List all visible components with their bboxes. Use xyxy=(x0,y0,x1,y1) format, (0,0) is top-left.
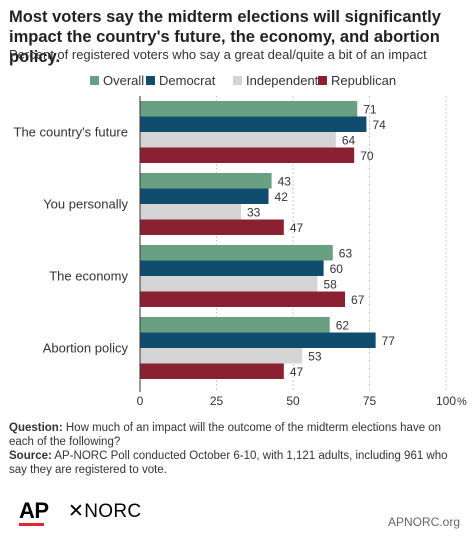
bar-independents xyxy=(140,276,318,292)
legend-swatch xyxy=(90,76,99,85)
data-label: 71 xyxy=(363,102,377,116)
bar-overall xyxy=(140,245,333,261)
data-label: 63 xyxy=(339,246,353,260)
legend-swatch xyxy=(233,76,242,85)
bar-overall xyxy=(140,317,330,333)
bar-democrat xyxy=(140,260,324,276)
legend-swatch xyxy=(146,76,155,85)
data-label: 42 xyxy=(275,190,289,204)
data-label: 64 xyxy=(342,133,356,147)
question-text: How much of an impact will the outcome o… xyxy=(9,422,442,448)
question-note: Question: How much of an impact will the… xyxy=(9,421,465,449)
category-label: You personally xyxy=(43,197,128,212)
category-label: The country's future xyxy=(14,125,128,140)
chart-subtitle: Percent of registered voters who say a g… xyxy=(9,47,427,62)
data-label: 74 xyxy=(372,118,386,132)
bar-republican xyxy=(140,363,284,379)
legend-item-independents: Independents xyxy=(233,73,325,89)
data-label: 47 xyxy=(290,365,304,379)
data-label: 53 xyxy=(308,349,322,363)
x-tick-label: 25 xyxy=(210,394,224,408)
bar-overall xyxy=(140,173,272,189)
bar-overall xyxy=(140,101,358,117)
legend: Overall Democrat Independents Republican xyxy=(0,73,474,89)
data-label: 62 xyxy=(336,318,350,332)
norc-logo: ✕NORC xyxy=(68,501,142,522)
ap-logo: AP xyxy=(19,498,49,523)
data-label: 58 xyxy=(323,277,337,291)
legend-label: Independents xyxy=(246,73,325,88)
x-tick-unit: % xyxy=(457,396,467,408)
legend-label: Democrat xyxy=(159,73,216,88)
legend-item-overall: Overall xyxy=(90,73,144,89)
category-label: The economy xyxy=(49,269,128,284)
bar-independents xyxy=(140,204,241,220)
source-label: Source: xyxy=(9,450,52,462)
bar-republican xyxy=(140,147,355,163)
x-tick-label: 50 xyxy=(286,394,300,408)
legend-swatch xyxy=(318,76,327,85)
question-label: Question: xyxy=(9,422,63,434)
data-label: 47 xyxy=(290,221,304,235)
data-label: 33 xyxy=(247,205,261,219)
source-note: Source: AP-NORC Poll conducted October 6… xyxy=(9,449,465,477)
x-tick-label: 100 xyxy=(436,394,456,408)
bar-independents xyxy=(140,348,303,364)
data-label: 67 xyxy=(351,293,365,307)
source-text: AP-NORC Poll conducted October 6-10, wit… xyxy=(9,450,448,476)
x-tick-label: 0 xyxy=(137,394,144,408)
bar-republican xyxy=(140,291,346,307)
bar-republican xyxy=(140,219,284,235)
bar-independents xyxy=(140,132,336,148)
ap-logo-underline xyxy=(19,523,44,526)
bar-democrat xyxy=(140,188,269,204)
data-label: 60 xyxy=(330,262,344,276)
site-url: APNORC.org xyxy=(387,515,460,529)
x-tick-label: 75 xyxy=(363,394,377,408)
data-label: 43 xyxy=(278,174,292,188)
bar-chart: 71 74 64 70 The country's future 43 42 33 47 You … xyxy=(14,96,467,408)
footer-notes: Question: How much of an impact will the… xyxy=(9,421,465,477)
data-label: 70 xyxy=(360,149,374,163)
category-label: Abortion policy xyxy=(43,341,129,356)
bar-democrat xyxy=(140,332,376,348)
legend-label: Republican xyxy=(331,73,397,88)
data-label: 77 xyxy=(382,334,396,348)
chart-title: Most voters say the midterm elections wi… xyxy=(9,8,441,66)
legend-label: Overall xyxy=(103,73,145,88)
legend-item-republican: Republican xyxy=(318,73,396,89)
bar-democrat xyxy=(140,116,367,132)
legend-item-democrat: Democrat xyxy=(146,73,215,89)
